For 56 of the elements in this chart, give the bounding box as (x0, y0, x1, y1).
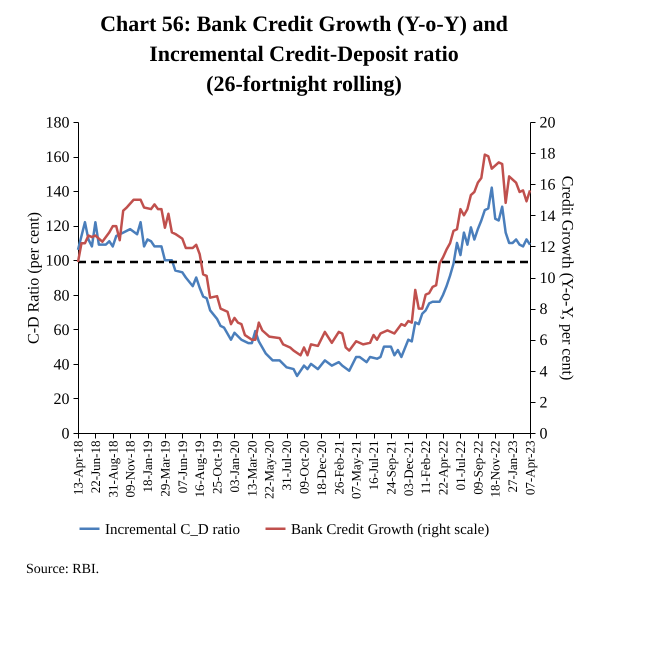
x-tick-label: 07-May-21 (348, 440, 364, 499)
y-tick-label: 180 (46, 114, 70, 132)
x-tick-label: 25-Oct-19 (210, 440, 225, 494)
y-tick-label: 160 (46, 149, 70, 166)
x-tick-label: 13-Mar-20 (244, 440, 260, 497)
y2-axis-title: Credit Growth (Y-o-Y, per cent) (558, 176, 576, 380)
legend-label: Incremental C_D ratio (105, 522, 240, 538)
y-axis-title: C-D Ratio (per cent) (26, 212, 42, 344)
y2-tick-label: 4 (540, 363, 548, 380)
x-tick-label: 03-Dec-21 (400, 440, 416, 496)
x-tick-label: 07-Apr-23 (522, 440, 538, 496)
x-tick-label: 31-Jul-20 (279, 440, 294, 490)
x-tick-label: 18-Nov-22 (488, 440, 503, 498)
x-tick-label: 01-Jul-22 (452, 440, 468, 490)
y-tick-label: 0 (62, 426, 70, 442)
x-tick-label: 18-Jan-19 (140, 440, 156, 492)
y2-tick-label: 18 (540, 146, 556, 163)
y-tick-label: 60 (54, 322, 70, 339)
y-tick-label: 140 (46, 184, 70, 201)
line-series (76, 186, 532, 378)
x-tick-label: 18-Dec-20 (314, 440, 329, 496)
y2-tick-label: 14 (540, 208, 556, 225)
x-tick-label: 22-Apr-22 (436, 440, 451, 496)
y2-tick-label: 20 (540, 114, 556, 132)
legend-label: Bank Credit Growth (right scale) (291, 522, 490, 538)
y2-tick-label: 0 (540, 426, 548, 442)
y2-tick-label: 10 (540, 270, 556, 287)
x-tick-label: 09-Oct-20 (296, 440, 312, 494)
y-tick-label: 80 (54, 287, 70, 304)
chart-title: Chart 56: Bank Credit Growth (Y-o-Y) and Incremental Credit-Deposit ratio (26-fortnight rolling) (100, 11, 508, 96)
x-tick-label: 03-Jan-20 (226, 440, 242, 492)
x-tick-label: 26-Feb-21 (331, 440, 346, 495)
x-tick-label: 16-Aug-19 (192, 440, 208, 498)
x-tick-label: 13-Apr-18 (70, 440, 86, 496)
x-tick-label: 09-Nov-18 (122, 440, 138, 498)
x-tick-label: 22-May-20 (262, 440, 277, 499)
y-tick-label: 40 (54, 356, 70, 374)
x-tick-label: 27-Jan-23 (505, 440, 520, 492)
y2-tick-label: 8 (540, 301, 548, 318)
y2-tick-label: 6 (540, 332, 548, 350)
y-tick-label: 100 (46, 252, 70, 270)
line-series (76, 153, 532, 356)
source-note: Source: RBI. (26, 562, 100, 578)
x-tick-label: 29-Mar-19 (157, 440, 172, 497)
y2-tick-label: 12 (540, 238, 556, 256)
y-tick-label: 20 (54, 390, 70, 408)
y-tick-label: 120 (46, 218, 70, 236)
y2-tick-label: 16 (540, 176, 556, 194)
x-tick-label: 22-Jun-18 (88, 440, 103, 494)
x-tick-label: 07-Jun-19 (174, 440, 190, 494)
x-tick-label: 24-Sep-21 (383, 440, 398, 495)
x-tick-label: 16-Jul-21 (366, 440, 382, 490)
x-tick-label: 09-Sep-22 (470, 440, 486, 495)
x-tick-label: 11-Feb-22 (418, 440, 434, 494)
y2-tick-label: 2 (540, 394, 548, 412)
x-tick-label: 31-Aug-18 (105, 440, 120, 498)
